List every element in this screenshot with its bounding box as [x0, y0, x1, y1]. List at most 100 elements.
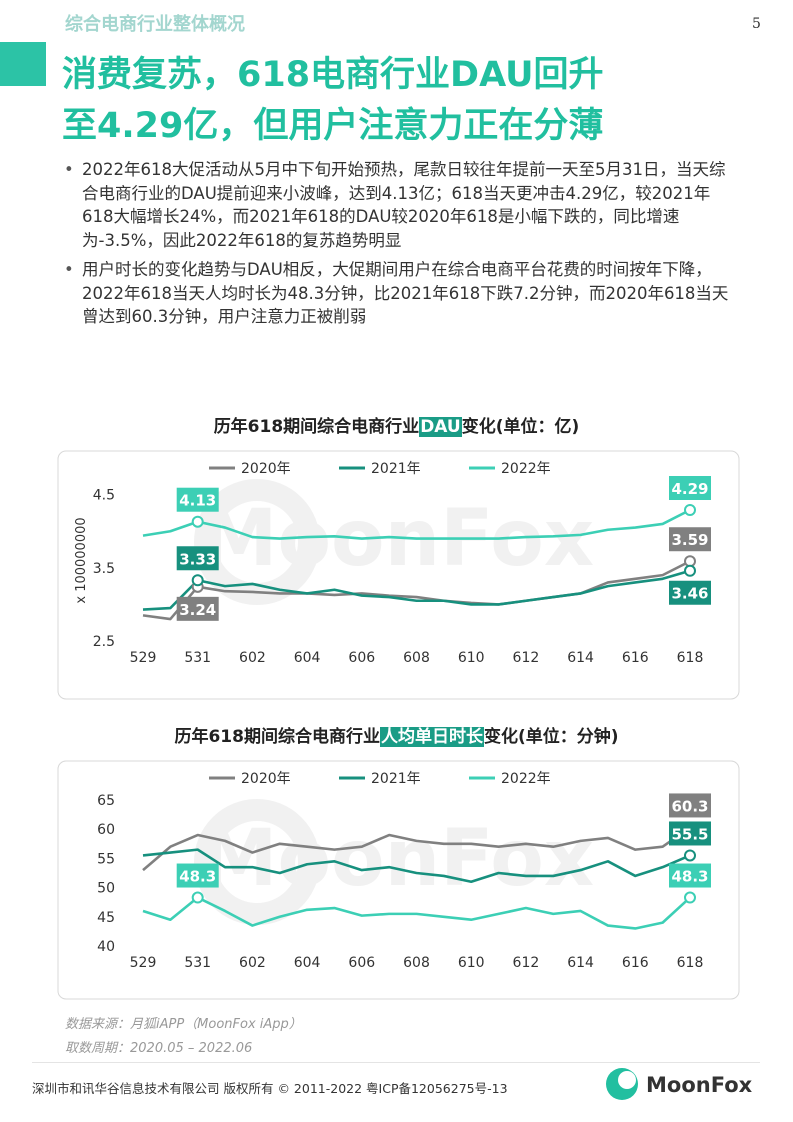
x-tick-label: 608 — [403, 650, 430, 666]
bullets: 2022年618大促活动从5月中下旬开始预热，尾款日较往年提前一天至5月31日，… — [62, 158, 738, 335]
data-label: 48.3 — [671, 868, 708, 886]
x-tick-label: 610 — [458, 955, 485, 971]
point-marker — [191, 891, 204, 904]
series-line — [142, 508, 691, 540]
label-box — [176, 863, 219, 888]
label-box — [669, 476, 711, 501]
x-tick-label: 616 — [622, 955, 649, 971]
legend-label: 2022年 — [501, 771, 551, 787]
bullet: 用户时长的变化趋势与DAU相反，大促期间用户在综合电商平台花费的时间按年下降，2… — [62, 258, 738, 329]
series-line — [142, 826, 691, 872]
point-marker — [684, 504, 696, 517]
label-box — [176, 596, 219, 621]
point-marker — [191, 574, 204, 587]
data-label: 48.3 — [179, 868, 216, 886]
chart-frame — [57, 760, 740, 1000]
page-number: 5 — [752, 16, 761, 32]
x-tick-label: 531 — [184, 650, 211, 666]
point-marker — [684, 555, 696, 568]
x-tick-label: 604 — [294, 955, 321, 971]
y-tick-label: 3.5 — [93, 561, 115, 577]
bullet: 2022年618大促活动从5月中下旬开始预热，尾款日较往年提前一天至5月31日，… — [62, 158, 738, 252]
y-tick-label: 50 — [97, 881, 115, 897]
label-box — [176, 546, 219, 571]
x-tick-label: 529 — [130, 650, 157, 666]
logo: MoonFox — [606, 1068, 753, 1100]
point-marker — [684, 891, 696, 904]
title-part: 变化(单位：分钟) — [483, 727, 619, 747]
label-box — [669, 580, 711, 605]
x-tick-label: 606 — [348, 650, 375, 666]
watermark-icon — [194, 799, 320, 925]
x-tick-label: 608 — [403, 955, 430, 971]
chart-title: 历年618期间综合电商行业人均单日时长变化(单位：分钟) — [0, 722, 793, 747]
y-tick-label: 2.5 — [93, 634, 115, 650]
x-tick-label: 529 — [130, 955, 157, 971]
data-label: 4.13 — [179, 492, 216, 510]
series-line — [142, 560, 691, 621]
series-line — [142, 569, 691, 611]
label-box — [176, 487, 219, 512]
logo-text: MoonFox — [646, 1073, 753, 1097]
watermark-icon — [194, 479, 320, 605]
x-tick-label: 614 — [567, 955, 594, 971]
label-box — [669, 821, 711, 846]
logo-icon — [618, 1071, 636, 1089]
label-box — [669, 527, 711, 552]
chart: MoonFox 2.5 3.5 4.5 x 100000000 529 531 602 604 6… — [57, 450, 740, 700]
x-tick-label: 602 — [239, 955, 266, 971]
series-line — [142, 896, 691, 930]
period: 取数周期：2020.05 – 2022.06 — [65, 1041, 253, 1056]
title-part: 历年618期间综合电商行业 — [213, 417, 420, 437]
section-header: 综合电商行业整体概况 — [65, 14, 245, 35]
title-highlight: DAU — [419, 417, 462, 437]
y-tick-label: 40 — [97, 939, 115, 955]
x-tick-label: 602 — [239, 650, 266, 666]
label-box — [669, 793, 711, 818]
data-label: 55.5 — [671, 825, 708, 843]
data-label: 3.59 — [671, 531, 708, 549]
point-marker — [684, 564, 696, 577]
data-label: 3.46 — [671, 585, 708, 603]
y-tick-label: 60 — [97, 822, 115, 838]
legend-label: 2020年 — [241, 771, 291, 787]
data-label: 3.33 — [179, 550, 216, 568]
x-tick-label: 612 — [513, 650, 540, 666]
watermark: MoonFox — [200, 494, 594, 584]
y-axis-label: x 100000000 — [74, 517, 89, 603]
title: 消费复苏，618电商行业DAU回升 至4.29亿，但用户注意力正在分薄 — [62, 50, 604, 152]
data-label: 60.3 — [671, 797, 708, 815]
title-line: 消费复苏，618电商行业DAU回升 — [62, 55, 604, 95]
title-highlight: 人均单日时长 — [379, 727, 484, 747]
chart-title: 历年618期间综合电商行业DAU变化(单位：亿) — [0, 412, 793, 437]
title-part: 变化(单位：亿) — [461, 417, 580, 437]
legend-label: 2021年 — [371, 771, 421, 787]
source: 数据来源：月狐iAPP（MoonFox iApp） — [65, 1017, 302, 1032]
title-line: 至4.29亿，但用户注意力正在分薄 — [62, 106, 604, 146]
x-tick-label: 614 — [567, 650, 594, 666]
x-tick-label: 618 — [677, 955, 704, 971]
x-tick-label: 616 — [622, 650, 649, 666]
y-tick-label: 65 — [97, 793, 115, 809]
chart-frame — [57, 450, 740, 700]
legend-label: 2020年 — [241, 461, 291, 477]
y-tick-label: 55 — [97, 851, 115, 867]
title-block — [0, 42, 46, 86]
title-part: 历年618期间综合电商行业 — [174, 727, 380, 747]
legend-label: 2021年 — [371, 461, 421, 477]
label-box — [669, 863, 711, 888]
x-tick-label: 610 — [458, 650, 485, 666]
watermark: MoonFox — [200, 814, 594, 904]
footer-rule — [32, 1062, 760, 1063]
x-tick-label: 612 — [513, 955, 540, 971]
y-tick-label: 4.5 — [93, 488, 115, 504]
data-label: 3.24 — [179, 601, 216, 619]
x-tick-label: 531 — [184, 955, 211, 971]
chart: MoonFox 40 45 50 55 60 65 529 531 602 604 606 608 610… — [57, 760, 740, 1000]
legend-label: 2022年 — [501, 461, 551, 477]
x-tick-label: 618 — [677, 650, 704, 666]
series-line — [142, 848, 691, 884]
y-tick-label: 45 — [97, 910, 115, 926]
x-tick-label: 604 — [294, 650, 321, 666]
